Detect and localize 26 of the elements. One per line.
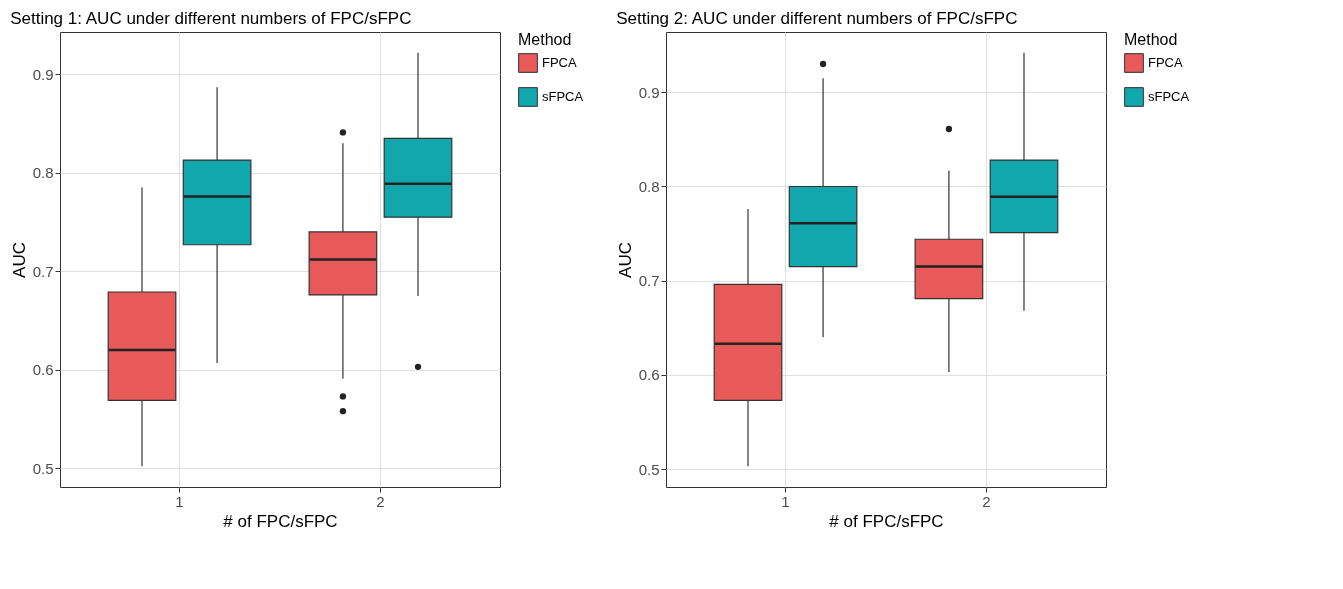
- y-tick-label: 0.8: [32, 164, 54, 182]
- legend-label: FPCA: [1148, 55, 1183, 70]
- x-axis-title: # of FPC/sFPC: [829, 511, 944, 531]
- y-tick-label: 0.7: [638, 272, 660, 290]
- y-tick-label: 0.8: [638, 177, 660, 195]
- chart-title: Setting 1: AUC under different numbers of FPC/sFPC: [10, 9, 412, 28]
- legend-title: Method: [518, 31, 572, 48]
- y-axis-title: AUC: [615, 242, 635, 278]
- y-axis-title: AUC: [9, 242, 29, 278]
- y-tick-label: 0.9: [32, 65, 54, 83]
- x-tick-label: 1: [781, 492, 790, 510]
- legend-label: sFPCA: [1148, 89, 1190, 104]
- y-tick-label: 0.6: [638, 366, 660, 384]
- x-tick-label: 2: [376, 492, 385, 510]
- legend-title: Method: [1124, 31, 1178, 48]
- y-tick-label: 0.7: [32, 262, 54, 280]
- x-axis-title: # of FPC/sFPC: [223, 511, 338, 531]
- y-tick-label: 0.9: [638, 83, 660, 101]
- y-tick-label: 0.6: [32, 361, 54, 379]
- legend-label: sFPCA: [542, 89, 584, 104]
- chart-title: Setting 2: AUC under different numbers of FPC/sFPC: [616, 9, 1018, 28]
- legend-label: FPCA: [542, 55, 577, 70]
- x-tick-label: 1: [175, 492, 184, 510]
- y-tick-label: 0.5: [32, 459, 54, 477]
- x-tick-label: 2: [982, 492, 991, 510]
- y-tick-label: 0.5: [638, 460, 660, 478]
